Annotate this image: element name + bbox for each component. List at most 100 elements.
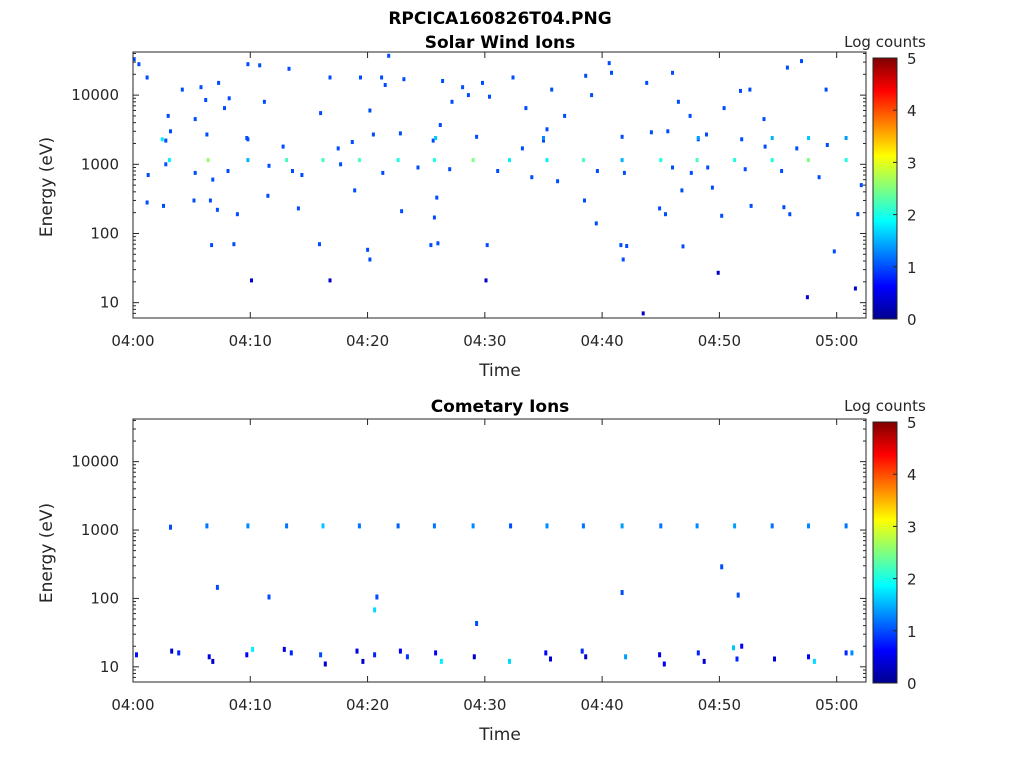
heatmap-cell [812,658,816,664]
heatmap-cell [250,278,253,283]
heatmap-cell [145,200,149,205]
heatmap-cell [353,188,357,193]
heatmap-cell [739,88,742,93]
heatmap-cell [461,85,465,90]
heatmap-cell [549,656,552,662]
heatmap-cell [432,523,436,529]
heatmap-cell [285,158,289,163]
heatmap-cell [853,286,857,291]
heatmap-cell [844,523,848,529]
heatmap-cell [625,244,629,248]
heatmap-cell [177,650,181,656]
heatmap-cell [448,167,452,172]
heatmap-cell [291,169,294,173]
heatmap-cell [740,643,744,649]
panel-title: Cometary Ions [431,397,570,417]
heatmap-cell [466,93,470,98]
heatmap-cell [227,96,231,101]
heatmap-cell [807,654,810,660]
heatmap-cell [696,136,700,140]
heatmap-cell [544,650,548,656]
x-tick-label: 04:30 [463,696,506,714]
heatmap-cell [402,77,406,82]
heatmap-cell [355,648,359,654]
heatmap-cell [180,87,184,92]
heatmap-cell [205,132,209,137]
heatmap-cell [844,650,848,656]
y-axis-label: Energy (eV) [37,503,57,603]
x-tick-label: 04:40 [581,332,624,350]
heatmap-cell [844,158,848,163]
heatmap-cell [166,113,170,118]
heatmap-cell [318,242,321,247]
colorbar-ticks: 0 1 2 3 4 5 [893,50,917,329]
heatmap-cell [266,193,270,198]
heatmap-cell [359,75,362,80]
heatmap-cell [319,652,323,658]
heatmap-cell [832,249,836,254]
heatmap-cell [620,134,624,139]
heatmap-cell [328,278,332,283]
heatmap-cell [844,136,848,140]
x-tick-label: 04:10 [229,332,272,350]
heatmap-cell [671,165,674,170]
x-tick-label: 04:20 [346,696,389,714]
heatmap-cell [160,137,164,142]
heatmap-cell [368,257,372,262]
heatmap-cell [357,523,361,529]
heatmap-cell [434,650,438,656]
colorbar-tick-label: 3 [907,518,917,536]
heatmap-cell [405,654,409,660]
figure-title: RPCICA160826T04.PNG [388,9,611,29]
cometary-panel: Cometary Ions Log counts Energy (eV) Tim… [37,397,926,745]
heatmap-cell [763,144,767,149]
heatmap-cell [319,111,323,116]
y-tick-label: 10000 [71,86,119,104]
heatmap-cell [621,257,625,262]
heatmap-cell [373,652,377,658]
heatmap-cell [416,165,420,170]
heatmap-cell [590,93,594,98]
heatmap-cell [676,99,680,104]
heatmap-cell [695,158,699,163]
heatmap-cell [706,165,710,170]
heatmap-cell [563,113,567,118]
heatmap-cell [659,523,663,529]
heatmap-cell [336,146,340,151]
heatmap-cell [509,523,513,529]
x-ticks: 04:00 04:10 04:20 04:30 04:40 04:50 05:00 [111,419,858,714]
heatmap-cell [681,244,685,249]
heatmap-cell [780,169,784,173]
heatmap-cell [208,198,212,203]
heatmap-cell [530,175,534,180]
heatmap-cell [211,658,215,664]
heatmap-cell [475,621,479,626]
heatmap-cell [450,99,454,104]
heatmap-cell [289,650,293,656]
colorbar-label: Log counts [844,397,926,415]
heatmap-cell [720,213,724,218]
colorbar-tick-label: 5 [907,414,917,432]
heatmap-cell [371,132,375,137]
y-tick-label: 1000 [81,521,119,539]
heatmap-cell [545,523,549,529]
heatmap-cell [246,523,250,529]
heatmap-cell [581,523,585,529]
heatmap-cell [164,162,168,167]
heatmap-cell [824,87,828,92]
heatmap-cell [375,594,379,600]
heatmap-cell [550,87,554,92]
heatmap-cell [850,650,854,656]
heatmap-cell [689,170,693,175]
heatmap-cell [398,648,402,654]
colorbar-tick-label: 4 [907,466,917,484]
heatmap-cell [856,212,860,217]
heatmap-cell [735,656,739,662]
heatmap-cell [396,158,400,163]
heatmap-cell [859,183,863,188]
heatmap-cell [748,87,752,92]
panel-title: Solar Wind Ions [425,33,576,53]
colorbar-tick-label: 0 [907,311,917,329]
heatmap-cell [732,645,735,651]
